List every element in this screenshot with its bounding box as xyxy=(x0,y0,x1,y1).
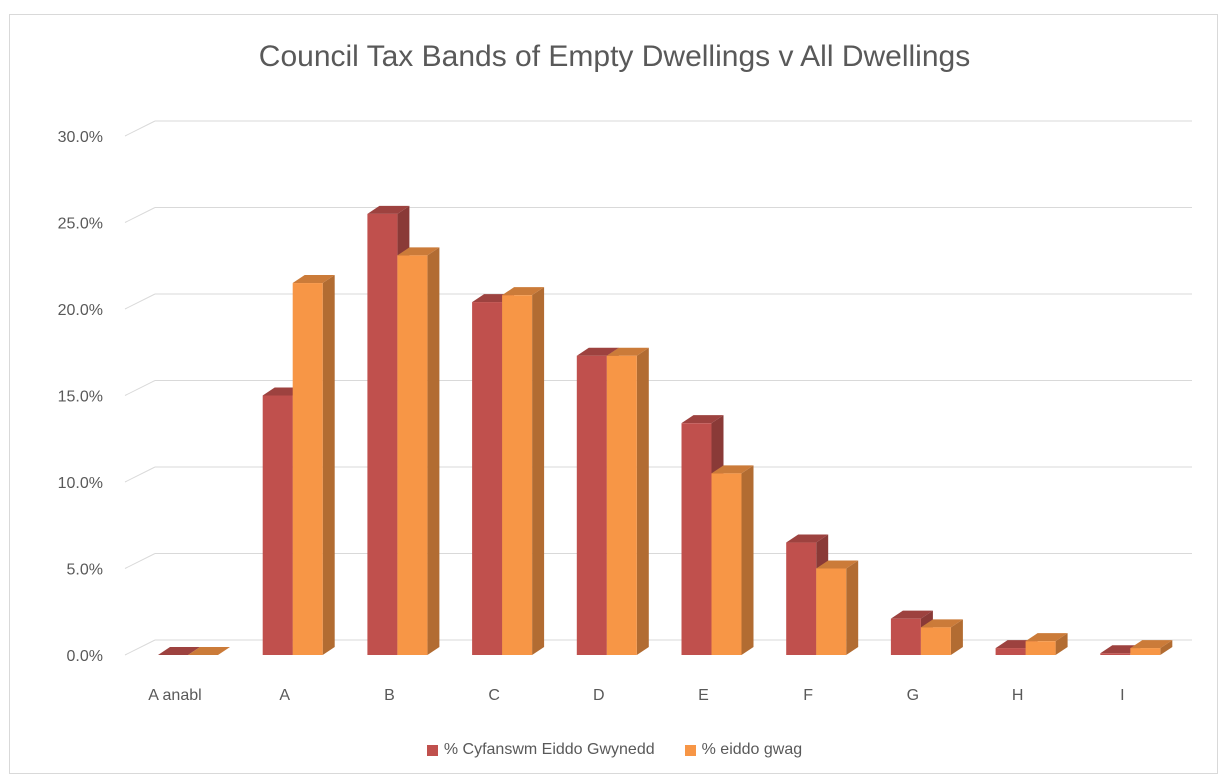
x-tick-label: H xyxy=(1012,687,1024,704)
gridline-diagonal xyxy=(124,380,156,396)
legend: % Cyfanswm Eiddo Gwynedd % eiddo gwag xyxy=(0,741,1229,759)
y-tick-label: 20.0% xyxy=(58,302,103,319)
bar-side xyxy=(1055,633,1068,655)
bar xyxy=(472,302,503,655)
bar xyxy=(502,295,533,655)
legend-swatch-series-2 xyxy=(684,744,696,756)
bar xyxy=(367,213,398,655)
bar xyxy=(786,542,817,655)
legend-swatch-series-1 xyxy=(426,744,438,756)
gridline-diagonal xyxy=(124,207,156,223)
gridline-diagonal xyxy=(124,120,156,137)
bar xyxy=(816,568,847,655)
bar xyxy=(920,627,951,655)
x-tick-label: C xyxy=(488,687,500,704)
gridline-diagonal xyxy=(124,293,156,310)
bar xyxy=(1130,648,1161,655)
bar-top xyxy=(158,647,200,655)
legend-item-series-2: % eiddo gwag xyxy=(684,741,803,759)
x-tick-label: F xyxy=(803,687,813,704)
bar-top xyxy=(1130,640,1173,649)
bar-side xyxy=(636,347,649,655)
bar xyxy=(1025,641,1056,655)
bar-top xyxy=(576,347,619,356)
bar-side xyxy=(741,465,754,655)
bar xyxy=(606,355,637,655)
bar-top xyxy=(816,560,859,569)
y-tick-label: 0.0% xyxy=(67,648,103,665)
x-tick-label: A anabl xyxy=(148,687,201,704)
gridline-diagonal xyxy=(124,553,156,569)
bar-top xyxy=(786,534,829,543)
bar xyxy=(1100,653,1131,655)
bar xyxy=(576,355,607,655)
bar-top xyxy=(920,619,963,628)
bar-side xyxy=(950,619,963,655)
bar-top xyxy=(188,647,230,655)
bar-top xyxy=(292,275,335,284)
bar-side xyxy=(532,287,545,655)
bar-side xyxy=(846,560,859,655)
x-tick-label: A xyxy=(279,687,290,704)
y-tick-label: 25.0% xyxy=(58,216,103,233)
bar xyxy=(681,423,712,655)
y-tick-label: 10.0% xyxy=(58,475,103,492)
legend-label-series-2: % eiddo gwag xyxy=(701,741,803,758)
x-tick-label: E xyxy=(698,687,709,704)
bar xyxy=(995,648,1026,655)
bar-top xyxy=(681,415,724,424)
y-tick-label: 5.0% xyxy=(67,562,103,579)
x-tick-label: G xyxy=(907,687,919,704)
x-tick-label: D xyxy=(593,687,605,704)
y-tick-label: 15.0% xyxy=(58,389,103,406)
bar-side xyxy=(1160,640,1173,655)
gridline-diagonal xyxy=(124,639,156,656)
bar xyxy=(292,283,323,655)
bar-top xyxy=(606,347,649,356)
legend-item-series-1: % Cyfanswm Eiddo Gwynedd xyxy=(426,741,655,759)
y-tick-label: 30.0% xyxy=(58,129,103,146)
bar xyxy=(397,255,428,655)
bar-side xyxy=(427,247,440,655)
bar-top xyxy=(367,205,410,214)
gridline-diagonal xyxy=(124,466,156,483)
bar-top xyxy=(1025,633,1068,642)
legend-label-series-1: % Cyfanswm Eiddo Gwynedd xyxy=(443,741,655,758)
bar-top xyxy=(711,465,754,474)
bar-top xyxy=(397,247,440,256)
bar-top xyxy=(502,287,545,296)
bar xyxy=(890,618,921,655)
bar-side xyxy=(322,275,335,655)
bar-top xyxy=(890,610,933,619)
bar xyxy=(711,473,742,655)
x-tick-label: B xyxy=(384,687,395,704)
x-tick-label: I xyxy=(1120,687,1124,704)
bar xyxy=(262,395,293,655)
chart-title: Council Tax Bands of Empty Dwellings v A… xyxy=(258,40,971,73)
